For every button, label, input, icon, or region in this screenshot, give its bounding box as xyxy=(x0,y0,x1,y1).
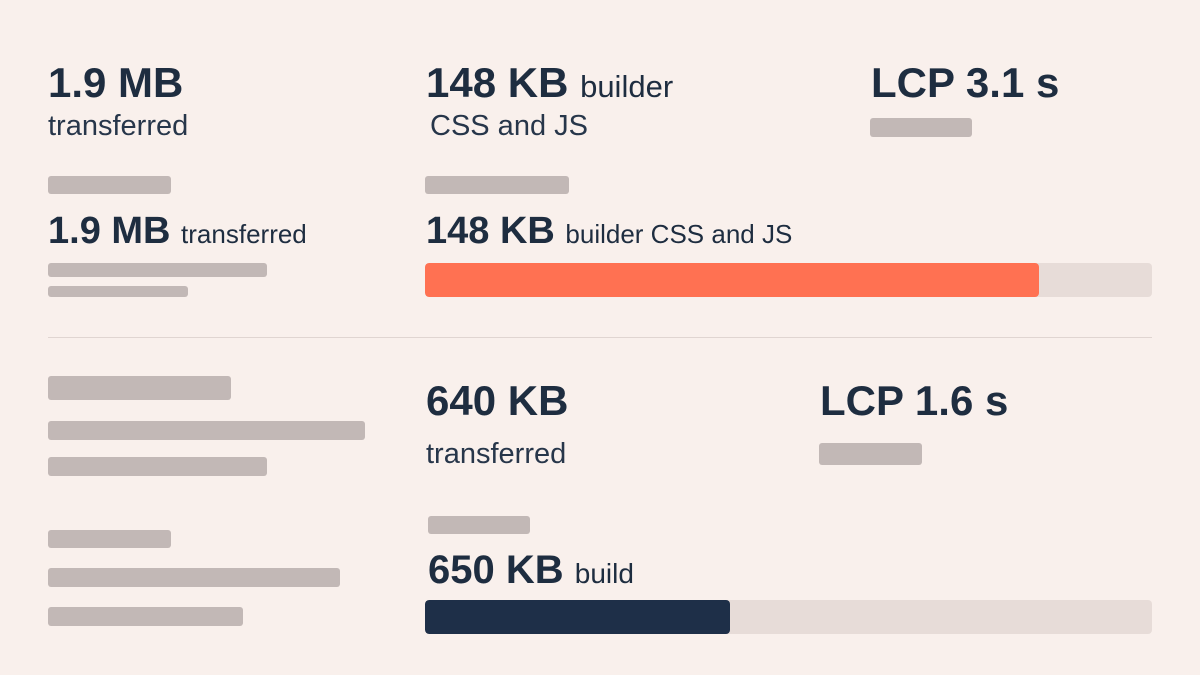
top-builder-unit: builder xyxy=(580,69,674,104)
placeholder-line xyxy=(819,443,922,465)
bottom-transferred-value: 640 KB xyxy=(426,377,569,424)
top-inline-transferred: 1.9 MB transferred xyxy=(48,212,307,250)
top-inline-builder-value: 148 KB xyxy=(426,210,555,252)
placeholder-line xyxy=(48,457,267,476)
top-builder-value: 148 KB xyxy=(426,59,569,106)
placeholder-line xyxy=(48,263,267,277)
builder-size-bar-track xyxy=(425,263,1152,297)
bottom-inline-build: 650 KB build xyxy=(428,550,634,590)
placeholder-line xyxy=(48,607,243,626)
bottom-transferred-label: transferred xyxy=(426,438,567,470)
placeholder-line xyxy=(425,176,569,194)
bottom-inline-build-label: build xyxy=(574,558,634,589)
placeholder-line xyxy=(48,568,340,587)
top-transferred-label: transferred xyxy=(48,110,189,142)
placeholder-line xyxy=(870,118,972,137)
placeholder-line xyxy=(48,176,171,194)
top-inline-transferred-label: transferred xyxy=(181,219,307,249)
placeholder-line xyxy=(48,376,231,400)
builder-size-bar-fill xyxy=(425,263,1040,297)
top-inline-transferred-value: 1.9 MB xyxy=(48,210,171,252)
placeholder-line xyxy=(48,530,171,548)
build-size-bar-track xyxy=(425,600,1152,634)
top-lcp-value: LCP 3.1 s xyxy=(871,59,1060,106)
top-builder-label: CSS and JS xyxy=(430,110,588,142)
top-inline-builder: 148 KB builder CSS and JS xyxy=(426,212,792,250)
build-size-bar-fill xyxy=(425,600,731,634)
placeholder-line xyxy=(48,286,188,297)
bottom-lcp-value: LCP 1.6 s xyxy=(820,377,1009,424)
top-inline-builder-label: builder CSS and JS xyxy=(565,219,793,249)
bottom-inline-build-value: 650 KB xyxy=(428,548,564,592)
placeholder-line xyxy=(428,516,530,534)
top-builder-stat: 148 KB builder xyxy=(426,62,673,104)
placeholder-line xyxy=(48,421,365,440)
top-transferred-value: 1.9 MB xyxy=(48,59,184,106)
section-divider xyxy=(48,337,1152,338)
